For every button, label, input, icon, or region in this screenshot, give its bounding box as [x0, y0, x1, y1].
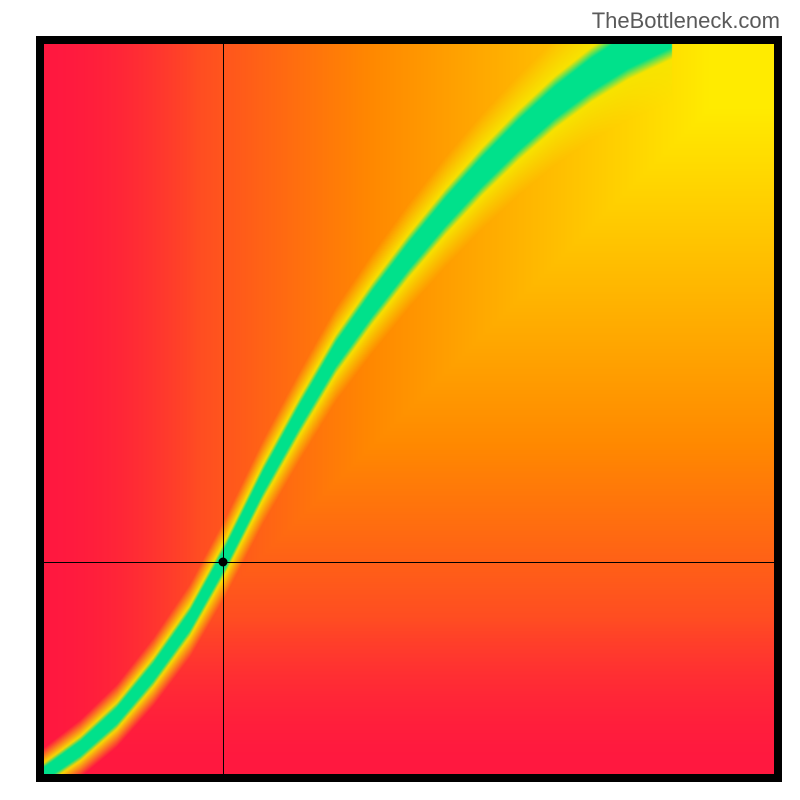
marker-dot	[218, 558, 227, 567]
heatmap-canvas-wrap	[44, 44, 774, 774]
crosshair-vertical	[223, 44, 224, 774]
chart-frame	[36, 36, 782, 782]
heatmap-canvas	[44, 44, 774, 774]
crosshair-horizontal	[44, 562, 774, 563]
watermark-text: TheBottleneck.com	[592, 8, 780, 34]
